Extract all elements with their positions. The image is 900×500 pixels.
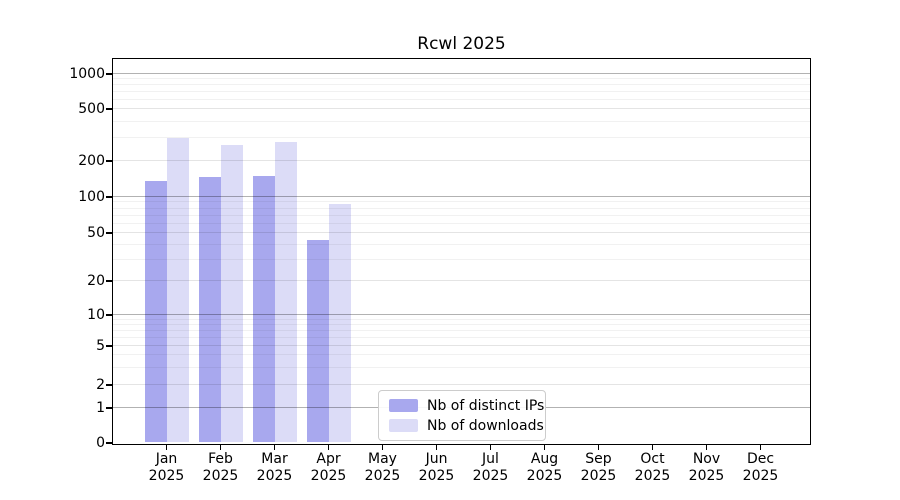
y-tick-mark-2 xyxy=(106,384,112,386)
x-tick-label-jul: Jul 2025 xyxy=(472,451,509,484)
gridline-300 xyxy=(113,136,810,138)
y-tick-mark-50 xyxy=(106,232,112,234)
y-tick-mark-10 xyxy=(106,314,112,316)
y-tick-label-2: 2 xyxy=(96,377,105,393)
gridline-4 xyxy=(113,354,810,356)
x-tick-mark-dec xyxy=(759,444,762,450)
bar-downloads-jan xyxy=(166,137,189,442)
legend-item-distinct-ips: Nb of distinct IPs xyxy=(389,397,544,414)
bar-downloads-feb xyxy=(220,145,243,442)
gridline-5 xyxy=(113,345,810,346)
legend-swatch-distinct-ips xyxy=(389,399,418,412)
gridline-30 xyxy=(113,258,810,260)
gridline-90 xyxy=(113,201,810,203)
y-tick-label-20: 20 xyxy=(87,273,105,289)
y-tick-label-50: 50 xyxy=(87,225,105,241)
bar-distinct-ips-mar xyxy=(252,175,275,442)
legend-label-distinct-ips: Nb of distinct IPs xyxy=(427,397,545,414)
gridlines-layer xyxy=(113,59,810,444)
x-tick-mark-may xyxy=(381,444,384,450)
gridline-600 xyxy=(113,98,810,100)
gridline-20 xyxy=(113,280,810,281)
gridline-7 xyxy=(113,329,810,331)
y-tick-mark-1000 xyxy=(106,73,112,75)
x-tick-mark-jul xyxy=(489,444,492,450)
gridline-100 xyxy=(113,196,810,197)
y-tick-mark-500 xyxy=(106,108,112,110)
y-tick-mark-0 xyxy=(106,442,112,444)
legend-item-downloads: Nb of downloads xyxy=(389,417,544,434)
x-tick-label-nov: Nov 2025 xyxy=(688,451,725,484)
y-tick-label-100: 100 xyxy=(78,189,105,205)
y-tick-label-0: 0 xyxy=(96,435,105,451)
gridline-50 xyxy=(113,232,810,233)
x-tick-mark-nov xyxy=(705,444,708,450)
y-tick-mark-200 xyxy=(106,160,112,162)
legend-swatch-downloads xyxy=(389,419,418,432)
x-tick-label-dec: Dec 2025 xyxy=(742,451,779,484)
gridline-900 xyxy=(113,78,810,80)
y-tick-label-500: 500 xyxy=(78,101,105,117)
x-tick-mark-feb xyxy=(219,444,222,450)
gridline-3 xyxy=(113,366,810,368)
gridline-500 xyxy=(113,108,810,109)
x-tick-label-mar: Mar 2025 xyxy=(256,451,293,484)
bar-distinct-ips-feb xyxy=(198,177,221,442)
x-tick-mark-oct xyxy=(651,444,654,450)
x-tick-mark-aug xyxy=(543,444,546,450)
y-tick-mark-1 xyxy=(106,407,112,409)
x-tick-label-sep: Sep 2025 xyxy=(580,451,617,484)
legend: Nb of distinct IPs Nb of downloads xyxy=(378,390,546,441)
gridline-60 xyxy=(113,222,810,224)
gridline-800 xyxy=(113,84,810,86)
x-tick-mark-apr xyxy=(327,444,330,450)
x-tick-mark-mar xyxy=(273,444,276,450)
gridline-1000 xyxy=(113,73,810,74)
bar-distinct-ips-jan xyxy=(144,181,167,442)
gridline-200 xyxy=(113,160,810,161)
y-tick-label-200: 200 xyxy=(78,153,105,169)
gridline-40 xyxy=(113,243,810,245)
x-tick-label-may: May 2025 xyxy=(364,451,401,484)
y-tick-label-1000: 1000 xyxy=(69,66,105,82)
gridline-6 xyxy=(113,336,810,338)
x-tick-mark-sep xyxy=(597,444,600,450)
x-tick-label-jan: Jan 2025 xyxy=(148,451,185,484)
x-tick-label-feb: Feb 2025 xyxy=(202,451,239,484)
legend-label-downloads: Nb of downloads xyxy=(427,417,544,434)
gridline-8 xyxy=(113,323,810,325)
x-tick-mark-jun xyxy=(435,444,438,450)
gridline-400 xyxy=(113,120,810,122)
bar-distinct-ips-apr xyxy=(306,239,329,442)
chart-title: Rcwl 2025 xyxy=(417,34,506,54)
x-tick-label-apr: Apr 2025 xyxy=(310,451,347,484)
gridline-700 xyxy=(113,91,810,92)
bar-downloads-apr xyxy=(328,204,351,442)
y-tick-label-10: 10 xyxy=(87,307,105,323)
x-tick-label-jun: Jun 2025 xyxy=(418,451,455,484)
gridline-9 xyxy=(113,318,810,320)
x-tick-mark-jan xyxy=(165,444,168,450)
x-tick-label-aug: Aug 2025 xyxy=(526,451,563,484)
y-tick-mark-100 xyxy=(106,196,112,198)
y-tick-mark-20 xyxy=(106,280,112,282)
plot-area: Nb of distinct IPs Nb of downloads xyxy=(112,58,811,445)
gridline-70 xyxy=(113,214,810,216)
y-tick-mark-5 xyxy=(106,345,112,347)
gridline-2 xyxy=(113,384,810,385)
gridline-10 xyxy=(113,314,810,315)
x-tick-label-oct: Oct 2025 xyxy=(634,451,671,484)
y-tick-label-5: 5 xyxy=(96,338,105,354)
y-tick-label-1: 1 xyxy=(96,400,105,416)
gridline-80 xyxy=(113,207,810,209)
